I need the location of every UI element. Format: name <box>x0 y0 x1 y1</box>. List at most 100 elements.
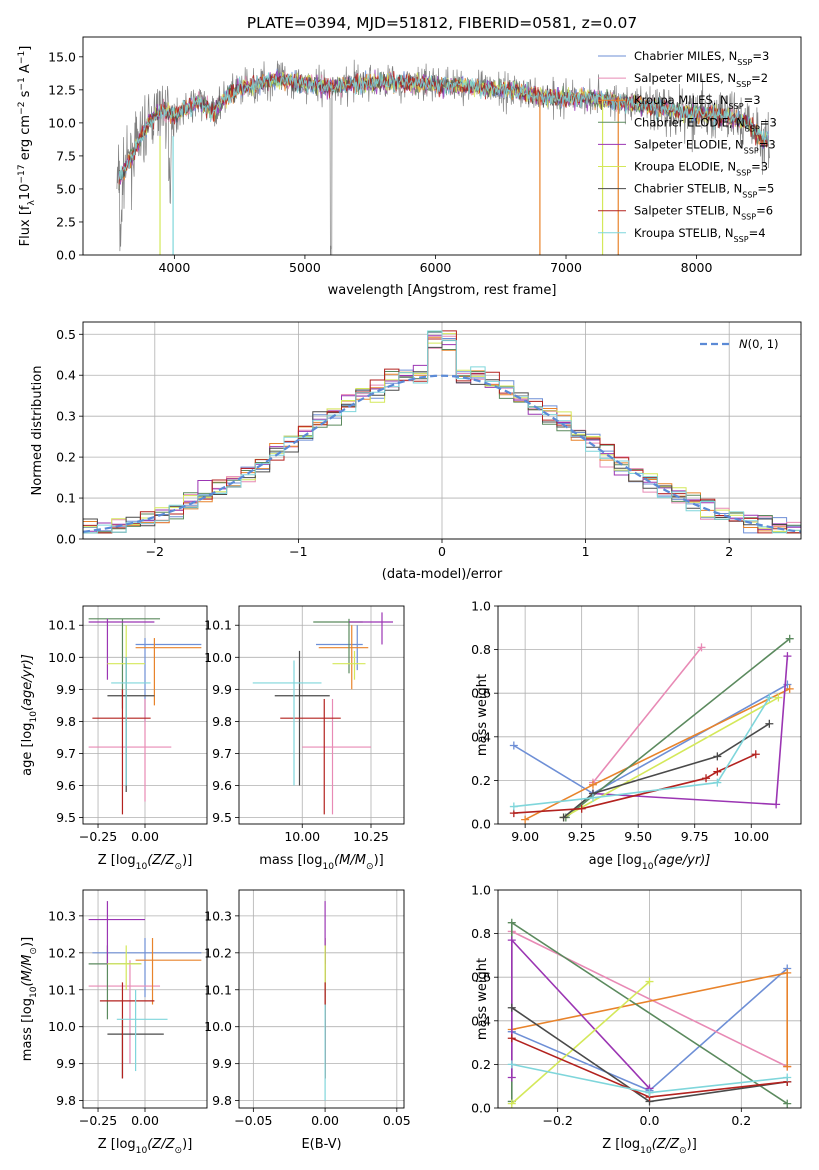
plus-marker <box>774 693 783 702</box>
y-tick-label: 9.8 <box>212 714 232 729</box>
plus-marker <box>588 793 597 802</box>
y-tick-label: 0.0 <box>471 817 491 832</box>
plus-marker <box>588 780 597 789</box>
x-tick-label: −2 <box>146 544 164 559</box>
plus-marker <box>645 1088 654 1097</box>
y-tick-label: 0.4 <box>56 368 76 383</box>
x-tick-label: 8000 <box>681 260 713 275</box>
x-axis-label: age [log10(age/yr)] <box>589 853 711 872</box>
y-tick-label: 10.0 <box>48 650 76 665</box>
y-tick-label: 0.4 <box>471 729 491 744</box>
mass-weight-line <box>592 646 703 784</box>
x-axis-label: Z [log10(Z/Z⊙)] <box>98 1137 193 1156</box>
x-tick-label: 10.00 <box>733 829 769 844</box>
y-tick-label: 10.1 <box>48 618 76 633</box>
legend-label: N(0, 1) <box>739 337 779 351</box>
x-axis-label: E(B-V) <box>301 1137 341 1152</box>
y-tick-label: 12.5 <box>48 82 76 97</box>
chart-title: PLATE=0394, MJD=51812, FIBERID=0581, z=0… <box>247 14 637 32</box>
plus-marker <box>507 918 516 927</box>
y-tick-label: 9.7 <box>212 746 232 761</box>
y-tick-label: 0.0 <box>471 1101 491 1116</box>
y-tick-label: 9.9 <box>56 682 76 697</box>
y-tick-label: 9.9 <box>212 1056 232 1071</box>
x-tick-label: 9.00 <box>511 829 539 844</box>
mass-weight-line <box>524 688 791 821</box>
plus-marker <box>509 802 518 811</box>
y-tick-label: 9.8 <box>212 1093 232 1108</box>
legend-label: Chabrier MILES, NSSP=3 <box>634 49 769 67</box>
y-tick-label: 0.6 <box>471 686 491 701</box>
y-tick-label: 9.8 <box>56 1093 76 1108</box>
y-axis-label: Flux [fλ10−17 erg cm−2 s−1 A−1] <box>17 46 37 247</box>
axes-frame <box>238 605 405 825</box>
y-tick-label: 0.4 <box>471 1013 491 1028</box>
plus-marker <box>577 804 586 813</box>
y-tick-label: 9.9 <box>56 1056 76 1071</box>
plus-marker <box>783 1099 792 1108</box>
y-tick-label: 10.0 <box>48 115 76 130</box>
y-tick-label: 10.3 <box>204 908 232 923</box>
y-tick-label: 0.0 <box>56 532 76 547</box>
y-tick-label: 0.2 <box>471 1057 491 1072</box>
plus-marker <box>765 719 774 728</box>
x-tick-label: 10.00 <box>284 829 320 844</box>
x-tick-label: 9.25 <box>568 829 596 844</box>
axes-frame <box>497 605 802 825</box>
model-spectrum-line <box>118 72 769 180</box>
gaussian-curve <box>83 374 801 533</box>
histogram-plot <box>83 330 801 534</box>
plus-marker <box>702 774 711 783</box>
plus-marker <box>559 813 568 822</box>
mass-weight-line <box>563 696 779 819</box>
plus-marker <box>507 936 516 945</box>
plus-marker <box>697 643 706 652</box>
spectrum-plot <box>116 59 770 255</box>
plus-marker <box>765 693 774 702</box>
y-tick-label: 9.5 <box>56 810 76 825</box>
x-tick-label: 0 <box>438 544 446 559</box>
legend-label: Chabrier STELIB, NSSP=5 <box>634 182 774 200</box>
y-tick-label: 9.6 <box>212 778 232 793</box>
plus-marker <box>783 968 792 977</box>
y-tick-label: 5.0 <box>56 181 76 196</box>
x-axis-label: mass [log10(M/M⊙)] <box>259 853 383 872</box>
plus-marker <box>713 767 722 776</box>
y-tick-label: 1.0 <box>471 883 491 898</box>
plus-marker <box>713 778 722 787</box>
plus-marker <box>783 1073 792 1082</box>
plus-marker <box>713 752 722 761</box>
plus-marker <box>783 652 792 661</box>
y-tick-label: 0.1 <box>56 491 76 506</box>
x-tick-label: 6000 <box>420 260 452 275</box>
x-tick-label: 10.25 <box>353 829 389 844</box>
y-tick-label: 15.0 <box>48 49 76 64</box>
y-tick-label: 9.8 <box>56 714 76 729</box>
y-tick-label: 10.2 <box>204 945 232 960</box>
y-tick-label: 10.1 <box>48 982 76 997</box>
y-tick-label: 10.0 <box>48 1019 76 1034</box>
plus-marker <box>507 1034 516 1043</box>
plus-marker <box>509 741 518 750</box>
x-tick-label: 2 <box>725 544 733 559</box>
legend-label: Salpeter ELODIE, NSSP=3 <box>634 137 776 155</box>
y-tick-label: 10.0 <box>204 650 232 665</box>
plus-marker <box>507 1073 516 1082</box>
x-tick-label: 0.2 <box>731 1113 751 1128</box>
y-tick-label: 0.2 <box>471 773 491 788</box>
x-axis-label: (data-model)/error <box>382 567 503 582</box>
y-axis-label: mass weight <box>475 674 490 756</box>
x-tick-label: −0.25 <box>79 1113 117 1128</box>
plus-marker <box>521 815 530 824</box>
x-tick-label: −0.2 <box>543 1113 573 1128</box>
x-tick-label: 0.0 <box>640 1113 660 1128</box>
y-tick-label: 0.5 <box>56 327 76 342</box>
legend-label: Kroupa ELODIE, NSSP=3 <box>634 160 768 178</box>
y-tick-label: 10.1 <box>204 618 232 633</box>
mass-weight-line <box>511 981 651 1105</box>
legend-label: Salpeter STELIB, NSSP=6 <box>634 204 773 222</box>
y-axis-label: mass [log10(M/M⊙)] <box>20 937 39 1061</box>
x-tick-label: −0.25 <box>79 829 117 844</box>
x-tick-label: 7000 <box>550 260 582 275</box>
x-tick-label: 5000 <box>289 260 321 275</box>
